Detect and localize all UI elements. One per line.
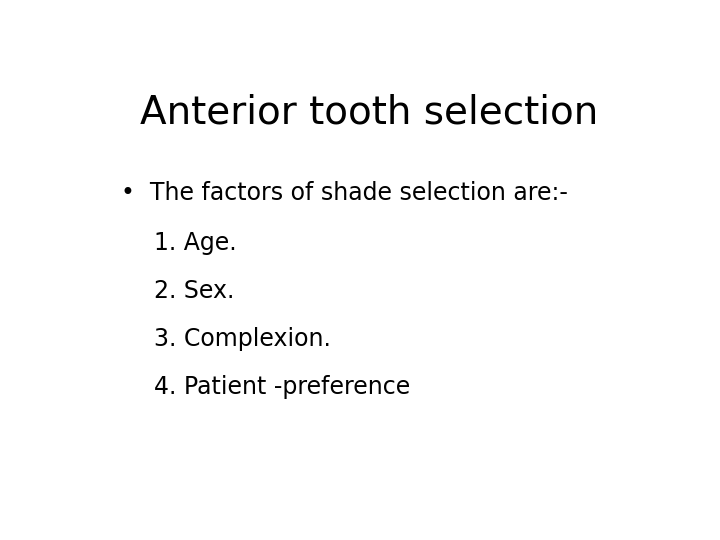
Text: Anterior tooth selection: Anterior tooth selection: [140, 94, 598, 132]
Text: 3. Complexion.: 3. Complexion.: [154, 327, 331, 351]
Text: 4. Patient -preference: 4. Patient -preference: [154, 375, 410, 399]
Text: •  The factors of shade selection are:-: • The factors of shade selection are:-: [121, 181, 567, 205]
Text: 1. Age.: 1. Age.: [154, 231, 237, 255]
Text: 2. Sex.: 2. Sex.: [154, 279, 235, 303]
